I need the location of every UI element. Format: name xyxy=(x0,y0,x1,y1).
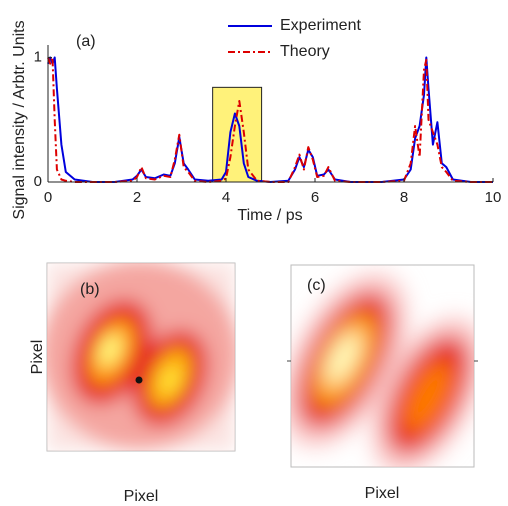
panel-label: (b) xyxy=(80,281,100,298)
x-tick-label: 10 xyxy=(485,189,502,206)
y-tick-label: 0 xyxy=(34,173,42,190)
x-axis-label: Pixel xyxy=(365,485,400,502)
data-line xyxy=(48,58,493,183)
heatmap-b xyxy=(40,260,240,451)
x-tick-label: 0 xyxy=(44,189,52,206)
figure: (b) Pixel Pixel (c) Pixel (a) Time / ps … xyxy=(0,0,508,506)
x-tick-label: 6 xyxy=(311,189,319,206)
heatmap-image xyxy=(40,260,240,451)
panel-label: (a) xyxy=(76,33,96,50)
legend-label: Theory xyxy=(280,43,330,60)
data-line xyxy=(48,58,493,183)
x-axis-label: Time / ps xyxy=(237,207,302,224)
x-tick-label: 4 xyxy=(222,189,230,206)
heatmap-c xyxy=(256,253,507,492)
highlight-box xyxy=(213,87,262,182)
x-tick-label: 8 xyxy=(400,189,408,206)
marker-dot xyxy=(136,377,143,384)
legend-label: Experiment xyxy=(280,17,361,34)
y-axis-label: Signal intensity / Arbtr. Units xyxy=(11,20,28,219)
y-tick-label: 1 xyxy=(34,48,42,65)
x-tick-label: 2 xyxy=(133,189,141,206)
panel-label: (c) xyxy=(307,277,326,294)
y-axis-label: Pixel xyxy=(29,340,46,375)
x-axis-label: Pixel xyxy=(124,488,159,505)
